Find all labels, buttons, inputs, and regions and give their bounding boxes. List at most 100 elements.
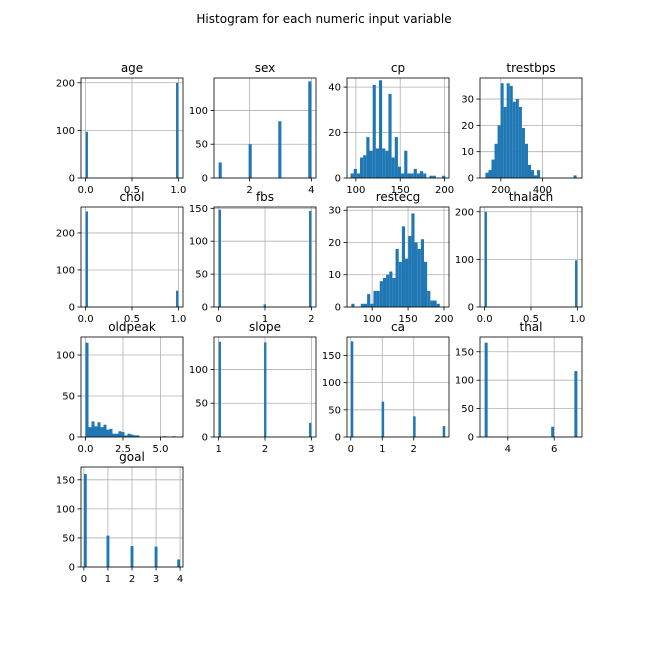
x-tick-label: 2 — [262, 444, 268, 455]
histogram-bar — [524, 143, 528, 178]
histogram-bar — [491, 159, 495, 178]
histogram-bar — [401, 226, 406, 307]
histogram-bar — [115, 433, 119, 437]
histogram-bar — [353, 168, 357, 178]
subplot-slope: 1 2 3 0 50 100 slope — [189, 320, 317, 455]
histogram-bar — [385, 150, 389, 178]
histogram-bar — [389, 271, 393, 307]
histogram-bar — [534, 175, 538, 178]
y-tick-label: 50 — [195, 399, 208, 410]
y-tick-label: 40 — [328, 83, 341, 94]
histogram-bar — [506, 83, 510, 178]
x-tick-label: 0.5 — [523, 314, 539, 325]
histogram-bar — [420, 171, 424, 178]
histogram-bar — [363, 303, 368, 307]
histogram-bar — [494, 143, 498, 178]
x-tick-label: 2 — [129, 574, 135, 585]
subplot-title: oldpeak — [108, 320, 156, 334]
x-tick-label: 100 — [363, 314, 382, 325]
y-tick-label: 0 — [335, 433, 341, 444]
histogram-bar — [367, 294, 371, 307]
y-tick-label: 0 — [69, 433, 75, 444]
histogram-bar — [404, 150, 408, 178]
histogram-bar — [410, 173, 414, 178]
histogram-bar — [394, 137, 398, 178]
histogram-bar — [124, 435, 128, 437]
y-tick-label: 0 — [335, 174, 341, 185]
y-tick-label: 100 — [56, 504, 75, 515]
x-tick-label: 4 — [505, 444, 511, 455]
subplot-restecg: 100 150 200 0 10 20 30 restecg — [328, 190, 453, 325]
histogram-bar — [388, 93, 392, 178]
histogram-bar — [308, 81, 312, 178]
histogram-bar — [518, 106, 522, 178]
histogram-bar — [370, 303, 374, 307]
histogram-bar — [94, 426, 98, 437]
y-tick-label: 100 — [189, 237, 208, 248]
histogram-bar — [531, 170, 535, 178]
x-tick-label: 3 — [308, 444, 314, 455]
histogram-bar — [109, 428, 113, 437]
axes-frame — [479, 336, 583, 438]
histogram-bar — [382, 277, 387, 307]
histogram-bar — [351, 303, 355, 307]
subplot-goal: 0 1 2 3 4 0 50 100 150 goal — [56, 450, 184, 585]
x-tick-label: 3 — [153, 574, 159, 585]
x-tick-label: 2 — [246, 185, 252, 196]
histogram-bar — [356, 173, 361, 178]
histogram-bar — [130, 434, 134, 437]
histogram-bar — [85, 211, 88, 307]
x-tick-label: 1 — [105, 574, 111, 585]
x-tick-label: 0.0 — [78, 314, 94, 325]
histogram-bar — [379, 281, 383, 307]
y-tick-label: 0 — [468, 433, 474, 444]
x-tick-label: 0.5 — [124, 314, 140, 325]
x-tick-label: 200 — [435, 185, 454, 196]
histogram-bar — [83, 473, 87, 567]
y-tick-label: 20 — [328, 238, 341, 249]
histogram-bar — [413, 168, 417, 178]
x-tick-label: 0 — [215, 314, 221, 325]
axes-frame — [346, 336, 450, 438]
histogram-bar — [515, 99, 519, 178]
histogram-bar — [408, 236, 412, 307]
histogram-bar — [575, 260, 578, 307]
y-tick-label: 50 — [62, 392, 75, 403]
x-tick-label: 200 — [434, 314, 453, 325]
histogram-bar — [488, 170, 492, 178]
x-tick-label: 400 — [533, 185, 552, 196]
x-tick-label: 2.5 — [115, 444, 131, 455]
histogram-bar — [88, 427, 92, 437]
y-tick-label: 150 — [56, 475, 75, 486]
histogram-bar — [442, 426, 446, 437]
histogram-bar — [278, 121, 282, 178]
histogram-bar — [218, 162, 222, 178]
histogram-bar — [429, 175, 433, 178]
histogram-bar — [497, 125, 501, 178]
histogram-bar — [100, 427, 104, 437]
histogram-bar — [484, 211, 487, 307]
histogram-bar — [366, 137, 370, 178]
y-tick-label: 30 — [461, 95, 474, 106]
histogram-bar — [372, 84, 376, 178]
x-tick-label: 0.0 — [78, 185, 94, 196]
histogram-bar — [397, 166, 402, 178]
histogram-bar — [360, 157, 364, 178]
subplot-title: thalach — [509, 190, 554, 204]
y-tick-label: 10 — [328, 270, 341, 281]
x-tick-label: 0 — [348, 444, 354, 455]
x-tick-label: 1.0 — [170, 185, 186, 196]
x-tick-label: 5.0 — [153, 444, 169, 455]
histogram-bar — [574, 371, 578, 437]
histogram-bar — [573, 175, 577, 178]
y-tick-label: 100 — [455, 255, 474, 266]
y-tick-label: 50 — [195, 140, 208, 151]
y-tick-label: 100 — [455, 376, 474, 387]
subplot-title: age — [121, 61, 143, 75]
subplot-thal: 4 6 0 50 100 150 thal — [455, 320, 583, 455]
x-tick-label: 2 — [411, 444, 417, 455]
histogram-bar — [154, 546, 158, 567]
histogram-bar — [551, 426, 555, 437]
x-tick-label: 150 — [391, 185, 410, 196]
